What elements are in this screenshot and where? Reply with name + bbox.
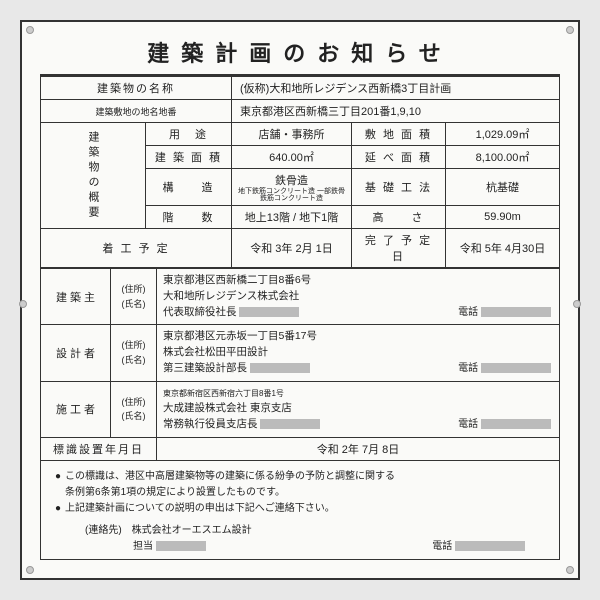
value-builder: 東京都新宿区西新宿六丁目8番1号 大成建設株式会社 東京支店 常務執行役員支店長…	[157, 381, 560, 437]
label-owner: 建 築 主	[41, 269, 111, 325]
spec-table: 建築物の名称 (仮称)大和地所レジデンス西新橋3丁目計画 建築敷地の地名地番 東…	[40, 76, 560, 268]
screw	[26, 26, 34, 34]
sub-builder: (住所) (氏名)	[111, 381, 157, 437]
redacted	[156, 541, 206, 551]
value-floors: 地上13階 / 地下1階	[232, 206, 352, 229]
screw	[566, 26, 574, 34]
value-foundation: 杭基礎	[446, 169, 560, 206]
value-building-name: (仮称)大和地所レジデンス西新橋3丁目計画	[232, 77, 560, 100]
redacted	[481, 307, 551, 317]
board-title: 建築計画のお知らせ	[40, 36, 560, 76]
label-start: 着 工 予 定	[41, 229, 232, 268]
label-builder: 施 工 者	[41, 381, 111, 437]
label-signdate: 標識設置年月日	[41, 437, 157, 460]
value-height: 59.90m	[446, 206, 560, 229]
value-completion: 令和 5年 4月30日	[446, 229, 560, 268]
label-floor-area: 延 べ 面 積	[352, 146, 446, 169]
label-structure: 構 造	[146, 169, 232, 206]
value-floor-area: 8,100.00㎡	[446, 146, 560, 169]
parties-table: 建 築 主 (住所) (氏名) 東京都港区西新橋二丁目8番6号 大和地所レジデン…	[40, 268, 560, 461]
value-start: 令和 3年 2月 1日	[232, 229, 352, 268]
redacted	[455, 541, 525, 551]
sub-owner: (住所) (氏名)	[111, 269, 157, 325]
value-use: 店舗・事務所	[232, 123, 352, 146]
label-section: 建築物の概要	[41, 123, 146, 229]
value-structure: 鉄骨造 地下鉄筋コンクリート造 一部鉄骨鉄筋コンクリート造	[232, 169, 352, 206]
redacted	[481, 419, 551, 429]
label-height: 高 さ	[352, 206, 446, 229]
sub-designer: (住所) (氏名)	[111, 325, 157, 381]
value-signdate: 令和 2年 7月 8日	[157, 437, 560, 460]
label-site-address: 建築敷地の地名地番	[41, 100, 232, 123]
screw	[26, 566, 34, 574]
label-designer: 設 計 者	[41, 325, 111, 381]
label-foundation: 基 礎 工 法	[352, 169, 446, 206]
label-site-area: 敷 地 面 積	[352, 123, 446, 146]
value-site-area: 1,029.09㎡	[446, 123, 560, 146]
label-completion: 完 了 予 定 日	[352, 229, 446, 268]
notice-board: 建築計画のお知らせ 建築物の名称 (仮称)大和地所レジデンス西新橋3丁目計画 建…	[20, 20, 580, 580]
value-owner: 東京都港区西新橋二丁目8番6号 大和地所レジデンス株式会社 代表取締役社長 電話	[157, 269, 560, 325]
label-floors: 階 数	[146, 206, 232, 229]
footer-notes: ●この標識は、港区中高層建築物等の建築に係る紛争の予防と調整に関する条例第6条第…	[40, 461, 560, 560]
screw	[573, 300, 581, 308]
label-building-area: 建 築 面 積	[146, 146, 232, 169]
redacted	[481, 363, 551, 373]
value-site-address: 東京都港区西新橋三丁目201番1,9,10	[232, 100, 560, 123]
redacted	[239, 307, 299, 317]
label-building-name: 建築物の名称	[41, 77, 232, 100]
label-use: 用 途	[146, 123, 232, 146]
value-building-area: 640.00㎡	[232, 146, 352, 169]
redacted	[250, 363, 310, 373]
screw	[566, 566, 574, 574]
screw	[19, 300, 27, 308]
value-designer: 東京都港区元赤坂一丁目5番17号 株式会社松田平田設計 第三建築設計部長 電話	[157, 325, 560, 381]
redacted	[260, 419, 320, 429]
